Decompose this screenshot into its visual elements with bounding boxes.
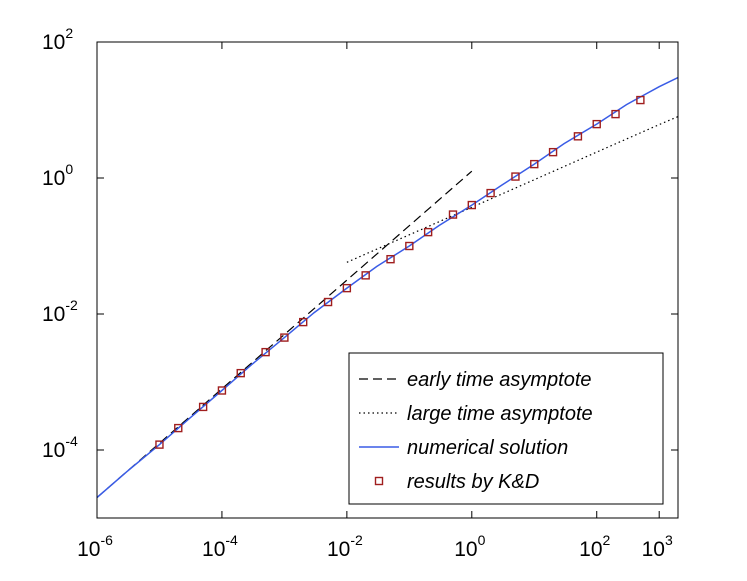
y-tick-label-0: 10-4 <box>42 433 78 462</box>
series-line-large-time-asymptote <box>346 116 678 263</box>
marker-results-by-kandd-22 <box>611 109 620 119</box>
marker-results-by-kandd-8 <box>323 297 333 307</box>
legend-label-numerical-solution: numerical solution <box>407 437 568 459</box>
marker-results-by-kandd-17 <box>511 172 520 181</box>
marker-results-by-kandd-7 <box>299 317 308 327</box>
marker-results-by-kandd-21 <box>592 119 601 129</box>
y-tick-label-1: 10-2 <box>42 297 78 326</box>
marker-results-by-kandd-0 <box>155 440 164 449</box>
y-tick-label-2: 100 <box>42 161 73 190</box>
marker-results-by-kandd-20 <box>573 132 583 141</box>
series-line-early-time-asymptote <box>97 170 473 498</box>
marker-results-by-kandd-16 <box>486 188 495 198</box>
marker-results-by-kandd-14 <box>448 210 458 219</box>
x-tick-label-2: 10-2 <box>327 532 363 561</box>
marker-results-by-kandd-18 <box>530 159 539 169</box>
legend-swatch-results-by-kandd <box>374 476 384 486</box>
x-tick-label-4: 102 <box>579 532 610 561</box>
marker-results-by-kandd-5 <box>261 347 270 357</box>
x-tick-label-3: 100 <box>454 532 485 561</box>
marker-results-by-kandd-6 <box>280 333 289 342</box>
legend-label-early-time-asymptote: early time asymptote <box>407 369 592 391</box>
marker-results-by-kandd-10 <box>361 271 370 280</box>
legend-label-results-by-kandd: results by K&D <box>407 471 539 493</box>
marker-results-by-kandd-3 <box>217 386 227 395</box>
x-tick-label-5: 103 <box>642 532 673 561</box>
marker-results-by-kandd-15 <box>467 200 476 210</box>
marker-results-by-kandd-9 <box>342 283 352 293</box>
marker-results-by-kandd-12 <box>405 241 414 251</box>
marker-results-by-kandd-1 <box>174 423 183 433</box>
marker-results-by-kandd-23 <box>636 95 645 105</box>
marker-results-by-kandd-4 <box>236 368 245 378</box>
marker-results-by-kandd-2 <box>198 402 208 412</box>
marker-results-by-kandd-11 <box>386 254 395 264</box>
x-tick-label-1: 10-4 <box>202 532 238 561</box>
legend-label-large-time-asymptote: large time asymptote <box>407 403 593 425</box>
x-tick-label-0: 10-6 <box>77 532 113 561</box>
marker-results-by-kandd-19 <box>548 147 558 157</box>
legend-box <box>348 352 664 505</box>
plot-frame <box>96 41 679 519</box>
y-tick-label-3: 102 <box>42 25 73 54</box>
marker-results-by-kandd-13 <box>423 227 433 237</box>
